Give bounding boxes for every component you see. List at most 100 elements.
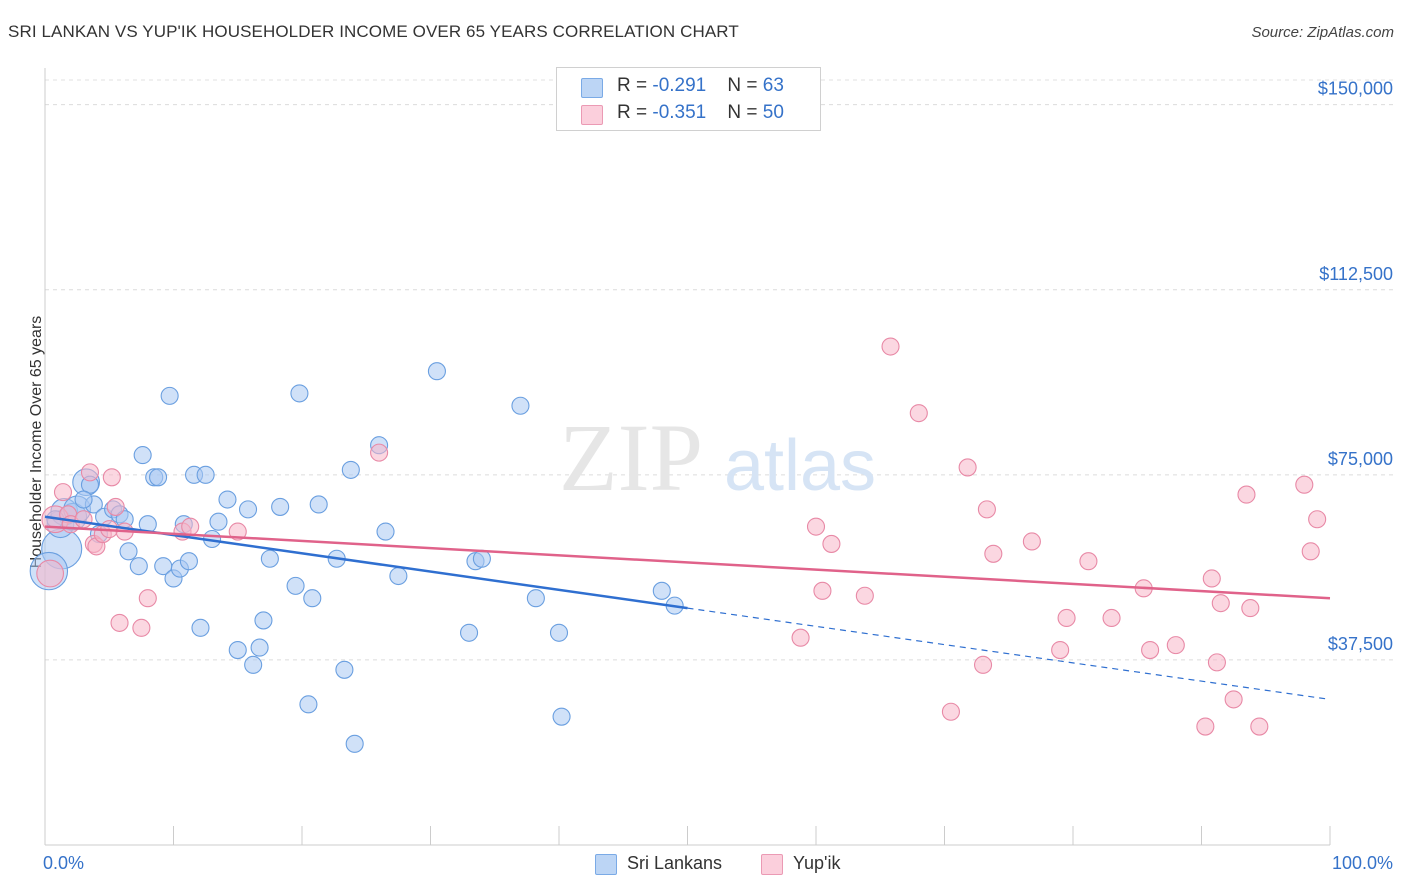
sri-lankan-point bbox=[129, 557, 148, 576]
sri-lankan-point bbox=[303, 589, 322, 608]
yupik-point bbox=[1301, 542, 1320, 561]
yupik-point bbox=[181, 517, 200, 536]
legend-r-value: -0.351 bbox=[652, 102, 707, 123]
yupik-point bbox=[984, 544, 1003, 563]
watermark-atlas: atlas bbox=[724, 426, 876, 506]
axes bbox=[44, 68, 1331, 846]
legend-r-value: -0.291 bbox=[652, 75, 707, 96]
sri-lankan-point bbox=[549, 623, 569, 642]
sri-lankan-point bbox=[133, 446, 152, 465]
sri-lankan-point bbox=[345, 734, 364, 753]
yupik-point bbox=[53, 483, 73, 502]
data-points bbox=[29, 337, 1327, 753]
yupik-point bbox=[1207, 653, 1226, 672]
sri-lankan-point bbox=[260, 549, 279, 568]
y-tick-label: $75,000 bbox=[1328, 449, 1393, 469]
sri-lankan-point bbox=[244, 655, 263, 674]
yupik-point bbox=[813, 581, 832, 600]
sri-lankan-point bbox=[652, 581, 671, 600]
yupik-point bbox=[806, 517, 826, 536]
sri-lankan-point bbox=[526, 589, 545, 608]
yupik-point bbox=[110, 613, 129, 632]
legend-swatch-yupik bbox=[581, 105, 603, 125]
yupik-point bbox=[1241, 599, 1260, 618]
watermark: ZIP atlas bbox=[559, 404, 876, 511]
sri-lankan-point bbox=[309, 495, 328, 514]
sri-lankan-point bbox=[218, 490, 237, 509]
sri-lankan-point bbox=[250, 638, 269, 657]
legend-n-value: 63 bbox=[762, 75, 784, 96]
sri-lankan-point bbox=[209, 512, 228, 531]
yupik-point bbox=[822, 534, 841, 553]
sri-lankan-point bbox=[149, 468, 168, 487]
sri-lankan-point bbox=[376, 522, 395, 541]
yupik-point bbox=[1079, 552, 1098, 571]
yupik-point bbox=[1022, 532, 1041, 551]
yupik-point bbox=[1202, 569, 1221, 588]
yupik-point bbox=[1166, 636, 1185, 655]
sri-lankan-point bbox=[191, 618, 210, 637]
yupik-point bbox=[855, 586, 874, 605]
sri-lankan-point bbox=[299, 695, 318, 714]
sri-lankan-point bbox=[160, 386, 179, 405]
y-tick-label: $37,500 bbox=[1328, 634, 1393, 654]
bottom-legend-swatch-sri-lankans bbox=[595, 854, 617, 875]
yupik-point bbox=[881, 337, 900, 356]
yupik-point bbox=[138, 589, 157, 608]
tick-labels: $37,500 $75,000 $112,500 $150,000 0.0% 100.0% bbox=[43, 79, 1393, 873]
sri-lankan-point bbox=[427, 362, 446, 381]
watermark-zip: ZIP bbox=[559, 404, 703, 511]
sri-lankan-point bbox=[511, 396, 530, 415]
correlation-legend: R = -0.291 N = 63 R = -0.351 N = 50 bbox=[556, 67, 821, 131]
sri-lankan-point bbox=[254, 611, 273, 630]
yupik-point bbox=[1211, 594, 1230, 613]
sri-lankan-point bbox=[238, 500, 258, 519]
yupik-point bbox=[132, 618, 151, 637]
gridlines bbox=[45, 79, 1395, 661]
source-label: Source: ZipAtlas.com bbox=[1251, 24, 1394, 41]
yupik-point bbox=[106, 497, 125, 516]
sri-lankan-point bbox=[119, 542, 138, 561]
trend-lines bbox=[44, 515, 1331, 700]
yupik-point bbox=[958, 458, 977, 477]
y-tick-label: $112,500 bbox=[1319, 264, 1393, 284]
yupik-point bbox=[1250, 717, 1269, 736]
bottom-legend-label-yupik: Yup'ik bbox=[793, 853, 841, 873]
chart-title: SRI LANKAN VS YUP'IK HOUSEHOLDER INCOME … bbox=[8, 22, 739, 41]
yupik-point bbox=[1196, 717, 1215, 736]
yupik-point bbox=[1308, 510, 1327, 529]
yupik-point bbox=[36, 559, 65, 588]
yupik-point bbox=[1051, 640, 1070, 660]
sri-lankan-point bbox=[459, 623, 479, 642]
legend-n-label: N = bbox=[727, 75, 763, 96]
sri-lankan-point bbox=[196, 465, 215, 484]
yupik-point bbox=[791, 628, 810, 647]
yupik-point bbox=[909, 404, 928, 423]
sri-lankan-point bbox=[286, 576, 305, 595]
yupik-point bbox=[1141, 640, 1160, 660]
sri-lankan-point bbox=[271, 497, 290, 516]
yupik-point bbox=[228, 522, 247, 541]
y-tick-label: $150,000 bbox=[1318, 79, 1393, 99]
yupik-point bbox=[941, 702, 960, 721]
sri-lankan-point bbox=[74, 490, 93, 509]
yupik-point bbox=[102, 468, 121, 487]
sri-lankan-point bbox=[341, 460, 360, 479]
yupik-point bbox=[370, 443, 389, 462]
legend-n-value: 50 bbox=[762, 102, 784, 123]
legend-r-label: R = bbox=[617, 102, 653, 123]
sri-lankan-point bbox=[472, 549, 491, 568]
yupik-point bbox=[1057, 608, 1076, 628]
sri-lankan-point bbox=[552, 707, 571, 726]
yupik-point bbox=[1102, 608, 1121, 628]
x-tick-label: 0.0% bbox=[43, 853, 84, 873]
sri-lankan-point bbox=[389, 566, 408, 586]
yupik-point bbox=[80, 463, 100, 482]
yupik-point bbox=[1237, 485, 1256, 504]
yupik-point bbox=[74, 510, 93, 529]
legend-n-label: N = bbox=[727, 102, 763, 123]
x-tick-label: 100.0% bbox=[1332, 853, 1393, 873]
bottom-legend-swatch-yupik bbox=[761, 854, 783, 875]
yupik-point bbox=[1224, 690, 1243, 709]
